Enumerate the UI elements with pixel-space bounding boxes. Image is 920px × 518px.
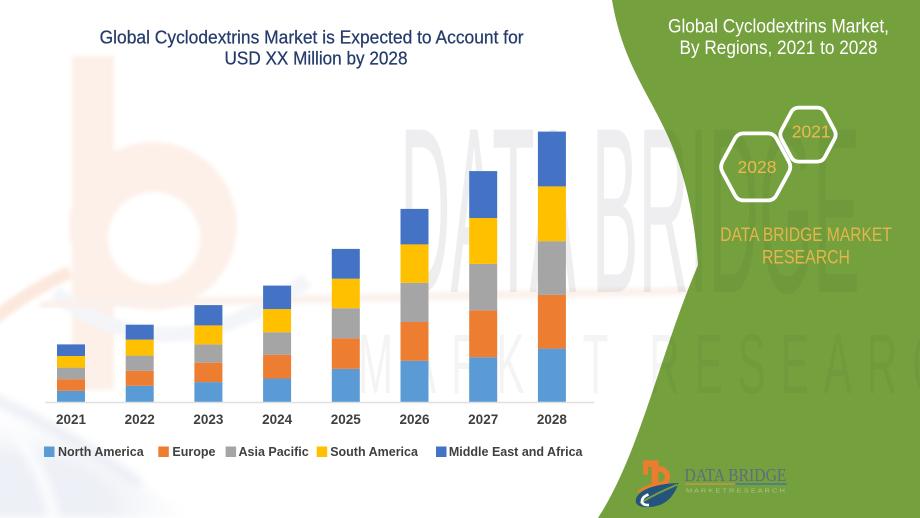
svg-text:USD XX Million by 2028: USD XX Million by 2028 [225, 47, 408, 68]
svg-text:2023: 2023 [193, 412, 224, 427]
svg-text:Asia Pacific: Asia Pacific [239, 445, 309, 459]
svg-text:By Regions, 2021 to 2028: By Regions, 2021 to 2028 [680, 37, 878, 59]
svg-text:North America: North America [58, 445, 145, 459]
svg-text:2025: 2025 [331, 412, 362, 427]
svg-text:Global Cyclodextrins Market is: Global Cyclodextrins Market is Expected … [100, 27, 524, 48]
svg-text:2021: 2021 [792, 121, 831, 141]
svg-text:2027: 2027 [468, 412, 498, 427]
svg-text:Europe: Europe [172, 445, 215, 459]
svg-text:2022: 2022 [125, 412, 155, 427]
svg-text:South America: South America [330, 445, 419, 459]
svg-text:Middle East and Africa: Middle East and Africa [449, 445, 584, 459]
svg-text:2028: 2028 [738, 157, 777, 177]
svg-text:2021: 2021 [56, 412, 87, 427]
svg-text:M A R K E T R E S E A R C H: M A R K E T R E S E A R C H [686, 488, 785, 494]
svg-text:2026: 2026 [399, 412, 430, 427]
svg-text:DATA BRIDGE: DATA BRIDGE [685, 465, 787, 485]
svg-text:DATA BRIDGE MARKET: DATA BRIDGE MARKET [720, 225, 892, 246]
svg-text:2028: 2028 [537, 412, 568, 427]
svg-text:RESEARCH: RESEARCH [762, 248, 850, 269]
svg-text:2024: 2024 [262, 412, 293, 427]
svg-text:Global Cyclodextrins Market,: Global Cyclodextrins Market, [668, 16, 889, 38]
